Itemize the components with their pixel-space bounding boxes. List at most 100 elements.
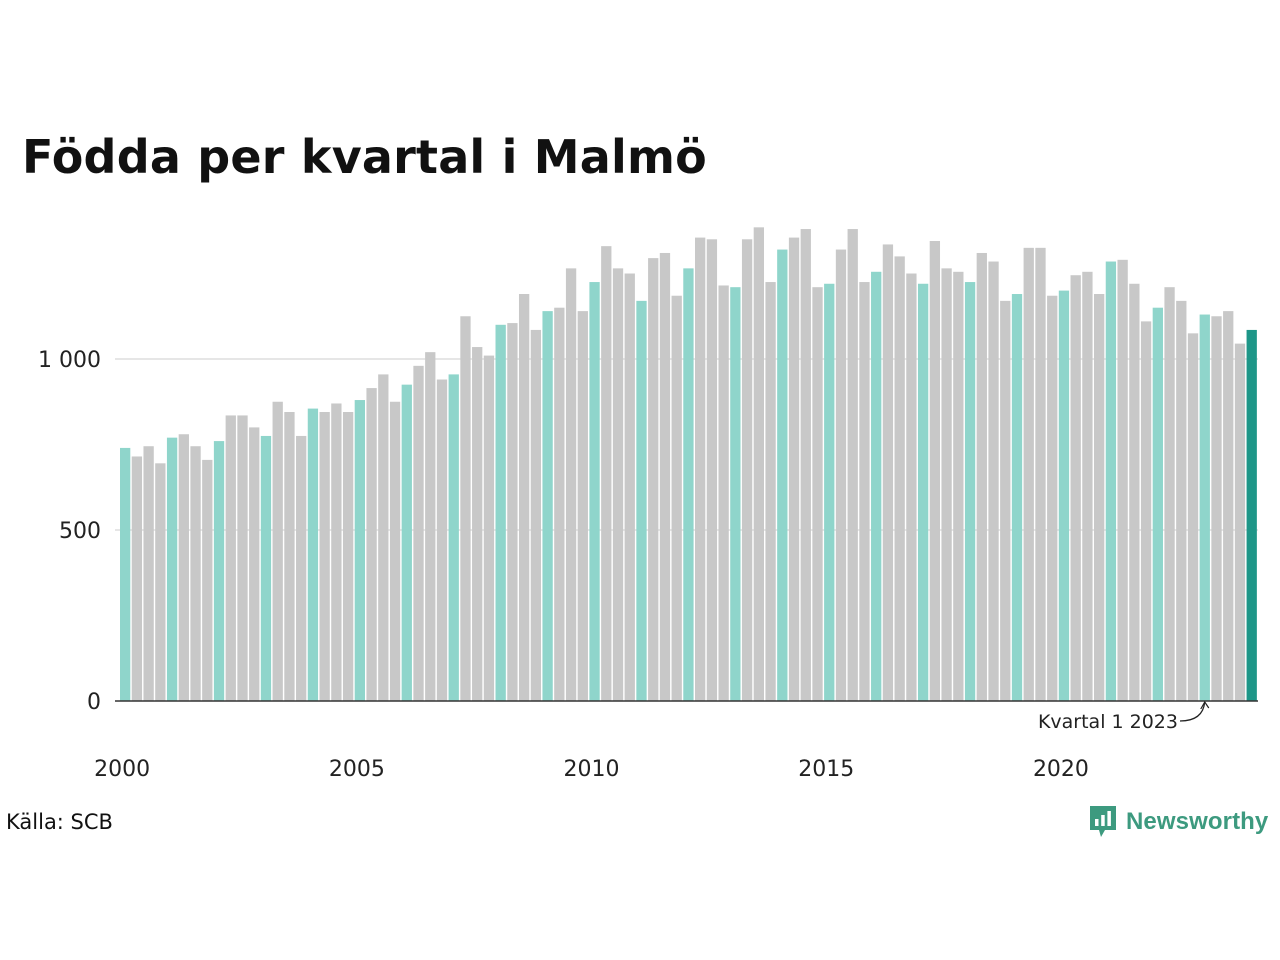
- annotation-arrowhead: [1200, 700, 1210, 710]
- bar: [917, 283, 929, 701]
- bar: [648, 258, 659, 701]
- bar: [342, 412, 354, 701]
- bar: [894, 256, 905, 701]
- bar: [460, 316, 471, 701]
- annotation-label: Kvartal 1 2023: [1038, 711, 1178, 733]
- bar: [565, 268, 577, 701]
- bar: [190, 446, 201, 701]
- bar: [389, 401, 401, 701]
- bar: [706, 239, 718, 702]
- bar: [824, 283, 835, 701]
- bar: [331, 403, 342, 701]
- bar: [530, 329, 542, 701]
- bar: [1070, 275, 1081, 701]
- bar: [941, 268, 952, 701]
- y-tick-label: 1 000: [38, 348, 101, 373]
- bar: [436, 379, 448, 701]
- bar: [178, 434, 189, 701]
- bar: [354, 400, 365, 701]
- bar: [202, 459, 213, 701]
- bar: [1140, 321, 1152, 701]
- bar: [788, 237, 800, 701]
- newsworthy-logo: Newsworthy: [1088, 804, 1268, 840]
- bar: [1058, 290, 1070, 701]
- bar: [612, 268, 624, 701]
- bar: [741, 239, 753, 702]
- bar: [882, 244, 894, 701]
- bar: [166, 437, 178, 701]
- bar: [964, 282, 976, 701]
- bar: [695, 237, 706, 701]
- bar: [1187, 333, 1199, 701]
- bar: [1164, 287, 1175, 701]
- bar: [624, 273, 635, 701]
- bar: [554, 307, 565, 701]
- bar: [1035, 247, 1046, 701]
- bar: [120, 447, 131, 701]
- chart-title: Födda per kvartal i Malmö: [22, 130, 707, 184]
- bar: [671, 295, 682, 701]
- bar: [589, 282, 600, 701]
- bar: [507, 323, 518, 701]
- bar: [237, 415, 248, 701]
- bar: [1234, 343, 1246, 701]
- y-tick-label: 0: [87, 690, 101, 715]
- bar: [131, 456, 143, 701]
- bar: [659, 252, 671, 702]
- bar: [683, 268, 694, 701]
- bar: [366, 388, 377, 701]
- bar: [413, 365, 424, 701]
- bar: [1011, 294, 1023, 701]
- bar: [871, 271, 882, 701]
- bar: [777, 249, 788, 701]
- bar: [859, 282, 870, 701]
- bar: [835, 249, 847, 701]
- bar: [1152, 307, 1163, 701]
- bar: [847, 229, 858, 702]
- bar: [143, 446, 154, 701]
- bar: [448, 374, 459, 701]
- annotation-arrow: [1179, 701, 1206, 722]
- bar: [249, 427, 260, 701]
- bar: [542, 311, 553, 701]
- newsworthy-logo-text: Newsworthy: [1126, 808, 1269, 835]
- bar: [483, 355, 495, 701]
- bar: [272, 401, 283, 701]
- bar: [929, 241, 941, 701]
- bar: [1211, 316, 1222, 701]
- bar: [425, 352, 436, 701]
- bar: [1023, 247, 1034, 701]
- x-tick-label: 2020: [1033, 757, 1089, 782]
- bar: [800, 229, 811, 702]
- bar: [319, 412, 330, 701]
- bar: [577, 311, 588, 701]
- source-note: Källa: SCB: [6, 810, 113, 834]
- y-tick-label: 500: [59, 519, 101, 544]
- bar: [1000, 300, 1011, 701]
- bar: [976, 252, 987, 702]
- bar: [765, 282, 776, 701]
- bar: [1105, 261, 1117, 701]
- bar: [296, 435, 307, 701]
- bar: [812, 287, 823, 701]
- bar: [730, 287, 741, 701]
- bar: [953, 271, 964, 701]
- bar: [260, 435, 272, 701]
- bar: [225, 415, 236, 701]
- bar: [213, 441, 225, 701]
- newsworthy-logo-icon: [1090, 806, 1116, 837]
- bar: [1129, 283, 1140, 701]
- bar: [906, 273, 917, 701]
- x-tick-label: 2000: [94, 757, 150, 782]
- bar: [718, 285, 729, 701]
- bar: [988, 261, 999, 701]
- bar: [601, 246, 612, 701]
- bar: [1094, 294, 1105, 701]
- bar: [636, 300, 647, 701]
- bar: [307, 408, 319, 701]
- bar: [284, 412, 295, 701]
- bar: [1047, 295, 1058, 701]
- x-tick-label: 2015: [798, 757, 854, 782]
- x-tick-label: 2005: [329, 757, 385, 782]
